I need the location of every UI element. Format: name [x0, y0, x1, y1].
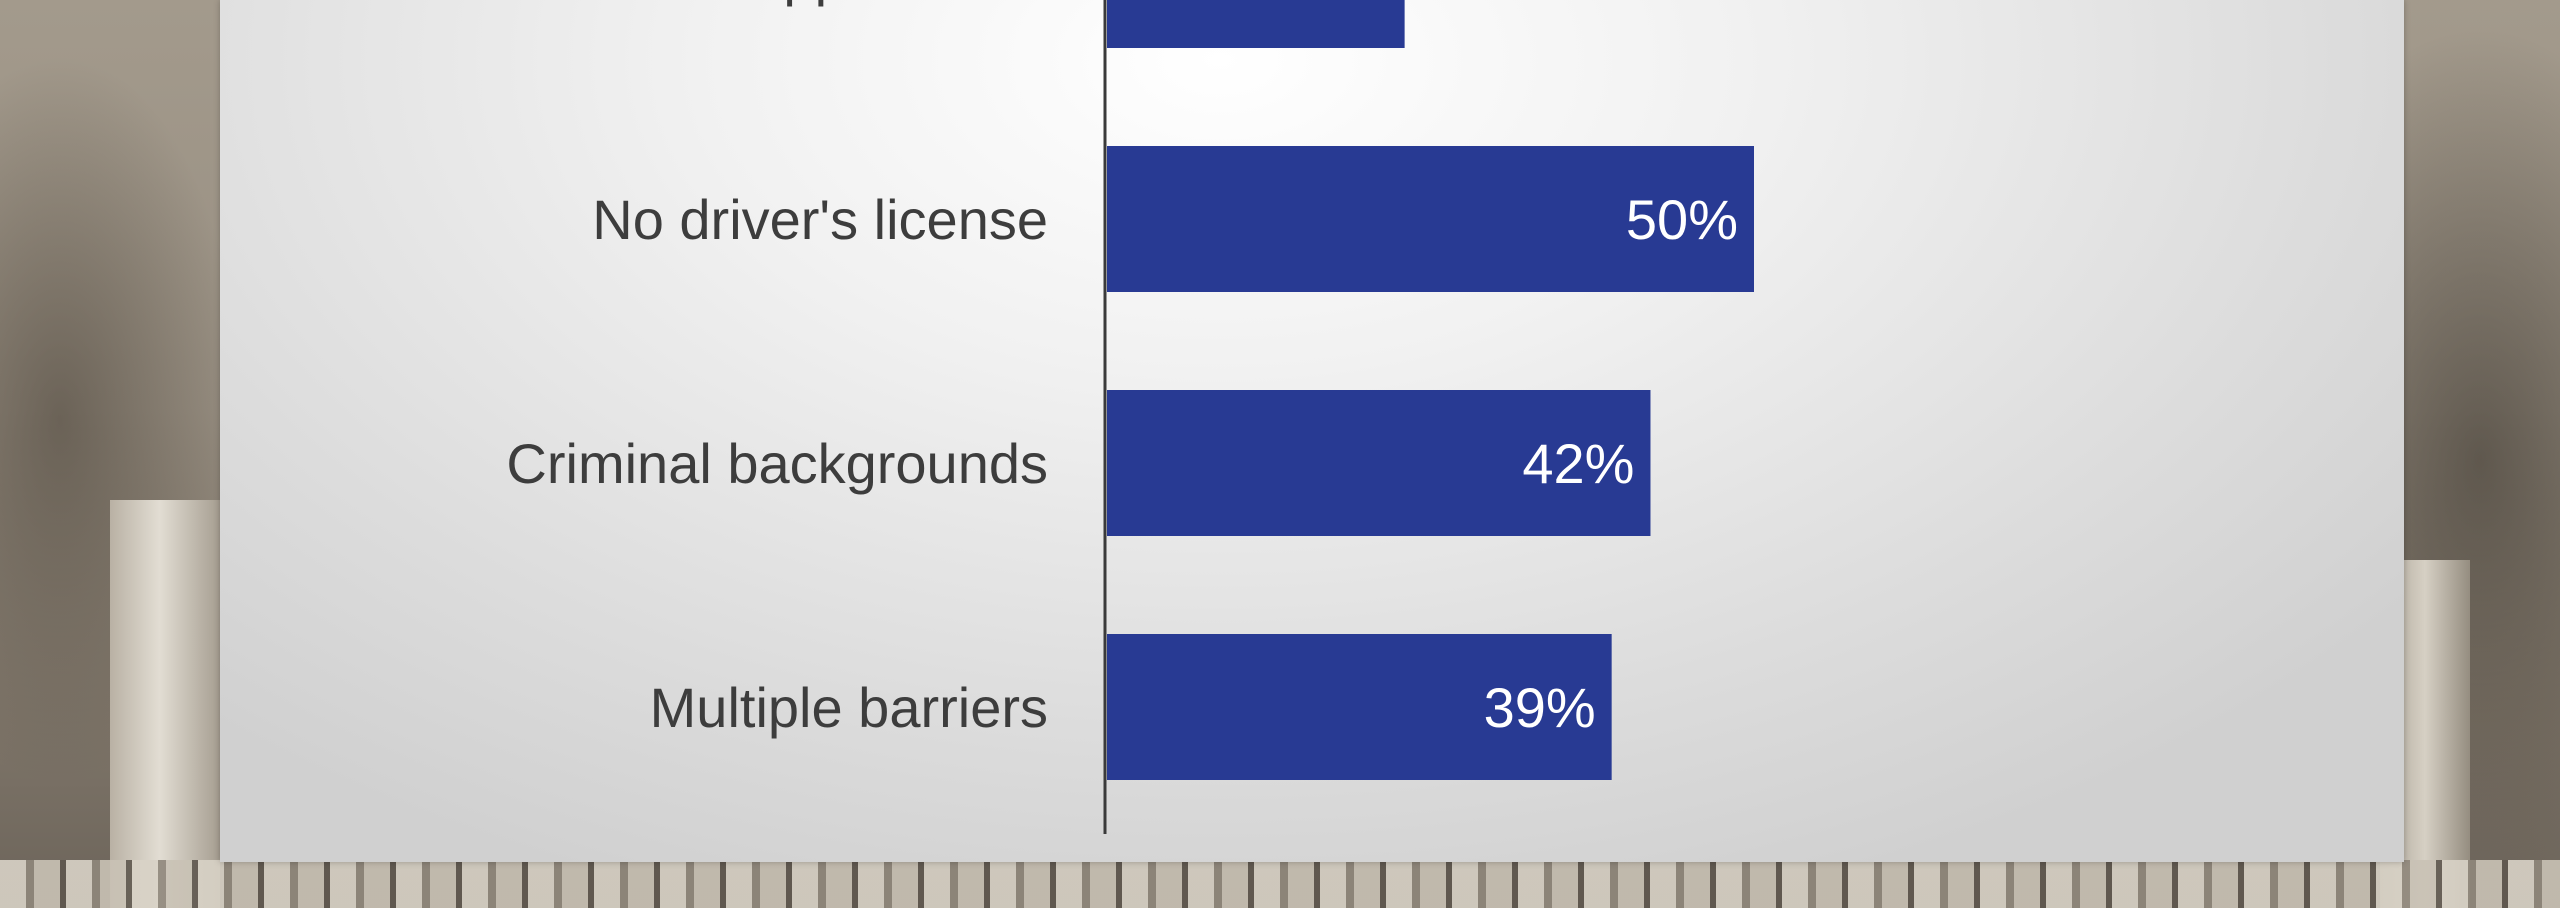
bar-value-label-3: 42% [1522, 432, 1634, 495]
category-label-1: Lack of child care / child support / etc… [111, 0, 1048, 7]
bar-1 [1107, 0, 1405, 48]
bar-value-label-2: 50% [1626, 188, 1738, 251]
bar-4 [1107, 634, 1612, 780]
bars-layer: 23% 50% 42% 39% [1107, 0, 1754, 780]
bar-2 [1107, 146, 1754, 292]
category-label-2: No driver's license [592, 188, 1048, 251]
bar-value-label-1: 23% [1277, 0, 1389, 7]
building-column-left [110, 500, 220, 908]
bar-3 [1107, 390, 1651, 536]
capitol-building-facade [0, 860, 2560, 908]
category-labels-layer: Lack of child care / child support / etc… [111, 0, 1048, 739]
category-label-4: Multiple barriers [650, 676, 1048, 739]
bar-value-label-4: 39% [1484, 676, 1596, 739]
category-label-3: Criminal backgrounds [506, 432, 1048, 495]
